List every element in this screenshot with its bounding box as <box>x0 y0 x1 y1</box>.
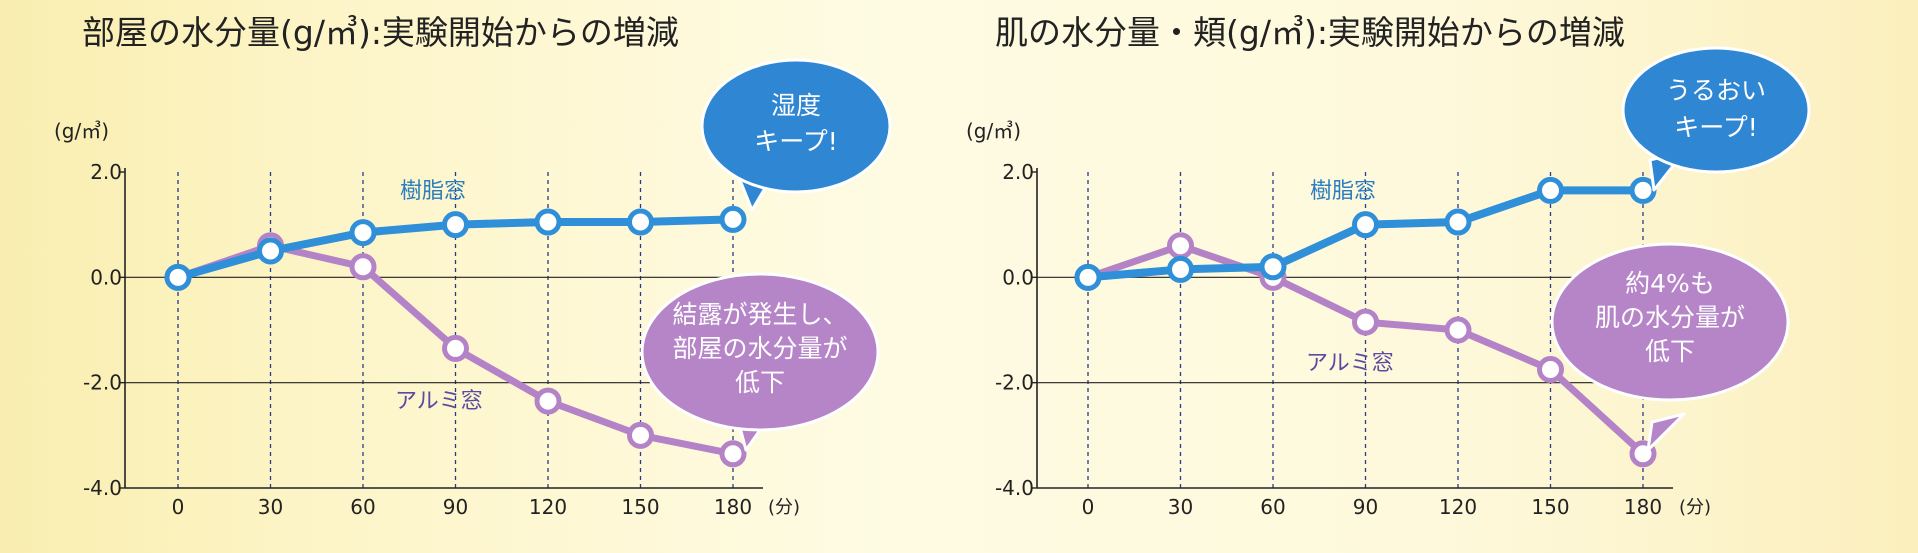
data-point <box>164 263 192 291</box>
data-point <box>534 387 562 415</box>
data-point <box>1167 255 1194 283</box>
series-label-resin: 樹脂窓 <box>400 179 466 204</box>
data-point <box>442 334 469 362</box>
callout-condensation: 結露が発生し、 部屋の水分量が 低下 <box>640 272 880 452</box>
x-tick-label: 150 <box>1531 495 1569 519</box>
y-tick-label: 0.0 <box>90 265 122 289</box>
callout-line-2: 部屋の水分量が <box>672 334 847 363</box>
callout-line-1: 湿度 <box>771 91 821 120</box>
axes <box>119 168 763 489</box>
x-unit-label: (分) <box>1679 497 1711 518</box>
data-point <box>1352 211 1379 239</box>
y-tick-label: -4.0 <box>83 476 122 500</box>
y-tick-label: 0.0 <box>1002 265 1034 289</box>
x-unit-label: (分) <box>768 497 800 518</box>
series-label-resin: 樹脂窓 <box>1310 179 1376 204</box>
x-tick-label: 90 <box>443 495 468 519</box>
callout-tail <box>1646 412 1686 452</box>
data-point <box>349 219 377 247</box>
callout-moisture-keep: うるおい キープ! <box>1621 46 1811 192</box>
callout-line-1: うるおい <box>1666 76 1766 105</box>
x-tick-label: 150 <box>621 495 659 519</box>
data-point <box>1537 356 1564 383</box>
x-tick-label: 30 <box>258 495 283 519</box>
series-resin <box>164 205 747 291</box>
room-moisture-chart: 部屋の水分量(g/㎥):実験開始からの増減 (g/㎥) 2.0 0.0 -2.0 -4… <box>54 13 892 519</box>
y-tick-label: 2.0 <box>1002 160 1034 184</box>
x-tick-label: 60 <box>1260 495 1285 519</box>
data-point <box>1629 176 1657 204</box>
callout-line-1: 結露が発生し、 <box>672 300 847 329</box>
skin-moisture-chart: 肌の水分量・頬(g/㎥):実験開始からの増減 (g/㎥) 2.0 0.0 -2.0 -… <box>966 13 1811 519</box>
data-point <box>1074 263 1102 291</box>
x-tick-label: 0 <box>1082 495 1095 519</box>
axes <box>1031 168 1673 489</box>
data-point <box>1259 253 1287 281</box>
callout-line-2: 肌の水分量が <box>1595 303 1745 332</box>
y-tick-label: -4.0 <box>995 476 1034 500</box>
x-tick-label: 180 <box>1624 495 1662 519</box>
callout-line-1: 約4%も <box>1625 269 1715 298</box>
callout-humidity-keep: 湿度 キープ! <box>700 58 892 212</box>
y-tick-label: -2.0 <box>83 371 122 395</box>
data-point <box>719 205 747 233</box>
data-point <box>534 208 562 236</box>
x-tick-label: 30 <box>1168 495 1193 519</box>
chart-title: 肌の水分量・頬(g/㎥):実験開始からの増減 <box>995 13 1625 52</box>
x-tick-label: 60 <box>350 495 375 519</box>
data-point <box>349 253 377 281</box>
series-resin <box>1074 176 1657 291</box>
data-point <box>1444 208 1472 236</box>
series-label-aluminum: アルミ窓 <box>1306 351 1394 376</box>
callout-bubble <box>640 272 880 432</box>
y-tick-labels: 2.0 0.0 -2.0 -4.0 <box>83 160 122 500</box>
x-tick-label: 120 <box>1439 495 1477 519</box>
callout-bubble <box>1550 242 1790 402</box>
x-tick-label: 90 <box>1353 495 1378 519</box>
callout-bubble <box>700 58 892 194</box>
data-point <box>1444 316 1472 344</box>
data-point <box>627 208 654 236</box>
x-tick-label: 180 <box>714 495 752 519</box>
callout-line-3: 低下 <box>735 368 785 397</box>
y-tick-labels: 2.0 0.0 -2.0 -4.0 <box>995 160 1034 500</box>
x-tick-labels: 0 30 60 90 120 150 180 <box>1082 495 1662 519</box>
x-tick-label: 0 <box>172 495 185 519</box>
y-tick-label: 2.0 <box>90 160 122 184</box>
data-point <box>719 440 747 468</box>
series-label-aluminum: アルミ窓 <box>395 389 483 414</box>
y-unit-label: (g/㎥) <box>966 119 1021 143</box>
callout-line-2: キープ! <box>1674 113 1758 142</box>
callout-skin-decrease: 約4%も 肌の水分量が 低下 <box>1550 242 1790 452</box>
data-point <box>1167 232 1194 260</box>
y-tick-label: -2.0 <box>995 371 1034 395</box>
callout-line-2: キープ! <box>754 127 838 156</box>
x-tick-labels: 0 30 60 90 120 150 180 <box>172 495 752 519</box>
callout-bubble <box>1621 46 1811 174</box>
y-unit-label: (g/㎥) <box>54 119 109 143</box>
data-point <box>442 211 469 239</box>
chart-title: 部屋の水分量(g/㎥):実験開始からの増減 <box>82 13 679 52</box>
callout-line-3: 低下 <box>1645 337 1695 366</box>
data-point <box>1537 176 1564 204</box>
x-tick-label: 120 <box>529 495 567 519</box>
data-point <box>1352 308 1379 336</box>
data-point <box>627 421 654 449</box>
data-point <box>257 237 284 265</box>
